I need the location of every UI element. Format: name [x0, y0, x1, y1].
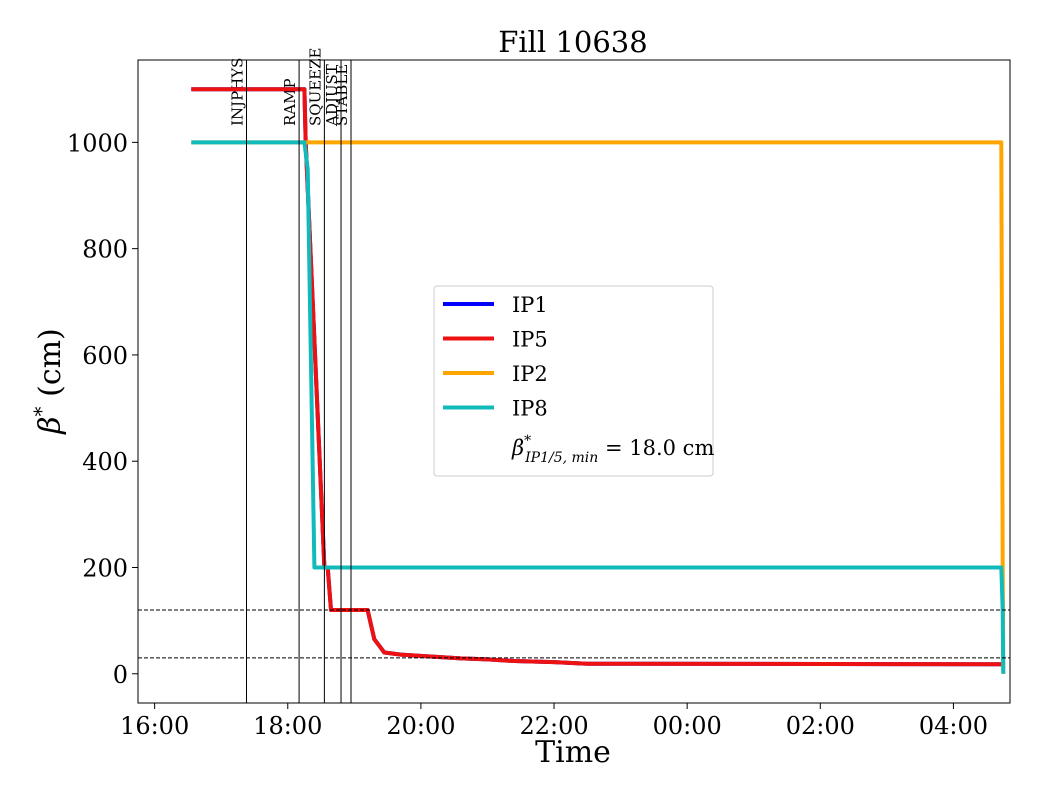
series-lines: [191, 87, 1006, 674]
series-line-ip8: [191, 140, 1006, 674]
x-tick-label: 22:00: [519, 712, 588, 740]
x-tick-label: 04:00: [919, 712, 988, 740]
legend-label-ip8: IP8: [512, 397, 548, 421]
x-tick-label: 18:00: [253, 712, 322, 740]
legend-beta-min-note: β* IP1/5, min = 18.0 cm: [511, 433, 714, 466]
y-axis-ticks: 0 200 400 600 800 1000: [67, 129, 138, 689]
legend-beta-symbol: β: [511, 436, 524, 460]
reference-lines: [138, 609, 1010, 659]
y-tick-label: 200: [82, 554, 128, 582]
y-axis-label-symbol: β: [33, 416, 68, 434]
y-tick-label: 1000: [67, 129, 128, 157]
legend-entries: IP1 IP5 IP2 IP8: [443, 293, 548, 421]
legend-box: [433, 285, 714, 477]
legend-beta-value: = 18.0 cm: [598, 436, 714, 460]
x-tick-label: 16:00: [120, 712, 189, 740]
y-tick-label: 0: [113, 661, 128, 689]
phase-label-squeeze: SQUEEZE: [306, 48, 324, 127]
legend-beta-subscript: IP1/5, min: [524, 450, 598, 466]
series-line-ip5: [191, 87, 1004, 667]
x-axis-ticks: 16:00 18:00 20:00 22:00 00:00 02:00 04:00: [120, 703, 988, 740]
phase-label-adjust: ADJUST: [323, 64, 341, 127]
x-tick-label: 02:00: [786, 712, 855, 740]
phase-lines: [246, 60, 352, 703]
legend-label-ip2: IP2: [512, 362, 548, 386]
legend-beta-superscript: *: [524, 433, 531, 449]
y-axis-label-superscript: *: [29, 406, 53, 416]
y-axis-label-spacer: [33, 397, 68, 407]
legend-label-ip5: IP5: [512, 328, 548, 352]
phase-label-ramp: RAMP: [281, 78, 299, 126]
y-tick-label: 800: [82, 236, 128, 264]
legend: IP1 IP5 IP2 IP8 β* IP1/5, min = 18.0 cm: [433, 285, 714, 477]
plot-area-frame: [137, 59, 1011, 704]
y-tick-label: 400: [82, 448, 128, 476]
y-axis-label: β* (cm): [29, 328, 68, 435]
x-axis-label: Time: [535, 735, 611, 770]
phase-label-injphys: INJPHYS: [229, 58, 247, 126]
y-axis-label-unit: (cm): [33, 328, 68, 397]
legend-label-ip1: IP1: [512, 293, 548, 317]
phase-label-stable: STABLE: [333, 64, 351, 126]
x-tick-label: 00:00: [653, 712, 722, 740]
x-tick-label: 20:00: [386, 712, 455, 740]
chart-title: Fill 10638: [498, 25, 647, 59]
y-tick-label: 600: [82, 342, 128, 370]
